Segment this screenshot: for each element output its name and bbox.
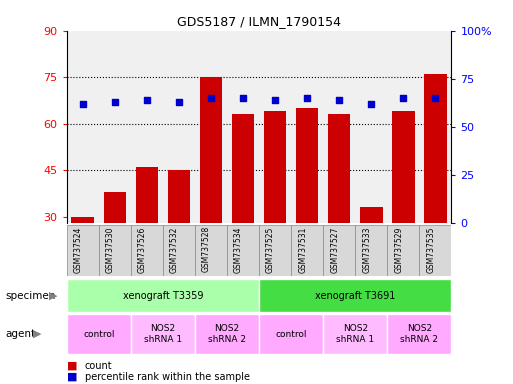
- Bar: [328, 114, 350, 223]
- Point: [303, 95, 311, 101]
- Text: control: control: [83, 329, 114, 339]
- Bar: [135, 167, 158, 223]
- Text: xenograft T3691: xenograft T3691: [315, 291, 396, 301]
- Text: NOS2
shRNA 1: NOS2 shRNA 1: [144, 324, 182, 344]
- Text: GSM737527: GSM737527: [330, 226, 339, 273]
- Bar: [200, 77, 222, 223]
- Bar: [195, 314, 259, 354]
- Point: [143, 97, 151, 103]
- Bar: [387, 225, 420, 276]
- Text: GSM737529: GSM737529: [394, 226, 403, 273]
- Point: [335, 97, 343, 103]
- Bar: [168, 170, 190, 223]
- Bar: [163, 225, 195, 276]
- Bar: [67, 314, 131, 354]
- Point: [239, 95, 247, 101]
- Bar: [420, 225, 451, 276]
- Bar: [360, 207, 383, 223]
- Text: GSM737526: GSM737526: [138, 226, 147, 273]
- Text: GSM737525: GSM737525: [266, 226, 275, 273]
- Bar: [232, 114, 254, 223]
- Bar: [131, 314, 195, 354]
- Text: ■: ■: [67, 372, 77, 382]
- Bar: [98, 225, 131, 276]
- Point: [175, 99, 183, 105]
- Text: GSM737530: GSM737530: [106, 226, 115, 273]
- Bar: [387, 314, 451, 354]
- Text: GSM737535: GSM737535: [426, 226, 436, 273]
- Point: [431, 95, 440, 101]
- Bar: [259, 314, 323, 354]
- Text: GSM737528: GSM737528: [202, 226, 211, 272]
- Point: [78, 101, 87, 107]
- Bar: [424, 74, 447, 223]
- Bar: [195, 225, 227, 276]
- Point: [111, 99, 119, 105]
- Text: NOS2
shRNA 2: NOS2 shRNA 2: [400, 324, 439, 344]
- Bar: [323, 314, 387, 354]
- Text: agent: agent: [5, 329, 35, 339]
- Bar: [355, 225, 387, 276]
- Text: ▶: ▶: [49, 291, 57, 301]
- Bar: [264, 111, 286, 223]
- Text: GSM737524: GSM737524: [74, 226, 83, 273]
- Text: xenograft T3359: xenograft T3359: [123, 291, 203, 301]
- Bar: [71, 217, 94, 223]
- Text: control: control: [275, 329, 307, 339]
- Bar: [67, 225, 98, 276]
- Point: [399, 95, 407, 101]
- Text: GSM737533: GSM737533: [362, 226, 371, 273]
- Bar: [296, 108, 319, 223]
- Title: GDS5187 / ILMN_1790154: GDS5187 / ILMN_1790154: [177, 15, 341, 28]
- Point: [207, 95, 215, 101]
- Text: GSM737532: GSM737532: [170, 226, 179, 273]
- Bar: [67, 279, 259, 312]
- Text: NOS2
shRNA 1: NOS2 shRNA 1: [336, 324, 374, 344]
- Text: GSM737531: GSM737531: [298, 226, 307, 273]
- Bar: [291, 225, 323, 276]
- Point: [367, 101, 376, 107]
- Text: count: count: [85, 361, 112, 371]
- Bar: [392, 111, 415, 223]
- Point: [271, 97, 279, 103]
- Text: NOS2
shRNA 2: NOS2 shRNA 2: [208, 324, 246, 344]
- Text: specimen: specimen: [5, 291, 55, 301]
- Bar: [259, 225, 291, 276]
- Bar: [131, 225, 163, 276]
- Text: ▶: ▶: [33, 329, 42, 339]
- Bar: [259, 279, 451, 312]
- Text: GSM737534: GSM737534: [234, 226, 243, 273]
- Text: ■: ■: [67, 361, 77, 371]
- Text: percentile rank within the sample: percentile rank within the sample: [85, 372, 250, 382]
- Bar: [323, 225, 355, 276]
- Bar: [227, 225, 259, 276]
- Bar: [104, 192, 126, 223]
